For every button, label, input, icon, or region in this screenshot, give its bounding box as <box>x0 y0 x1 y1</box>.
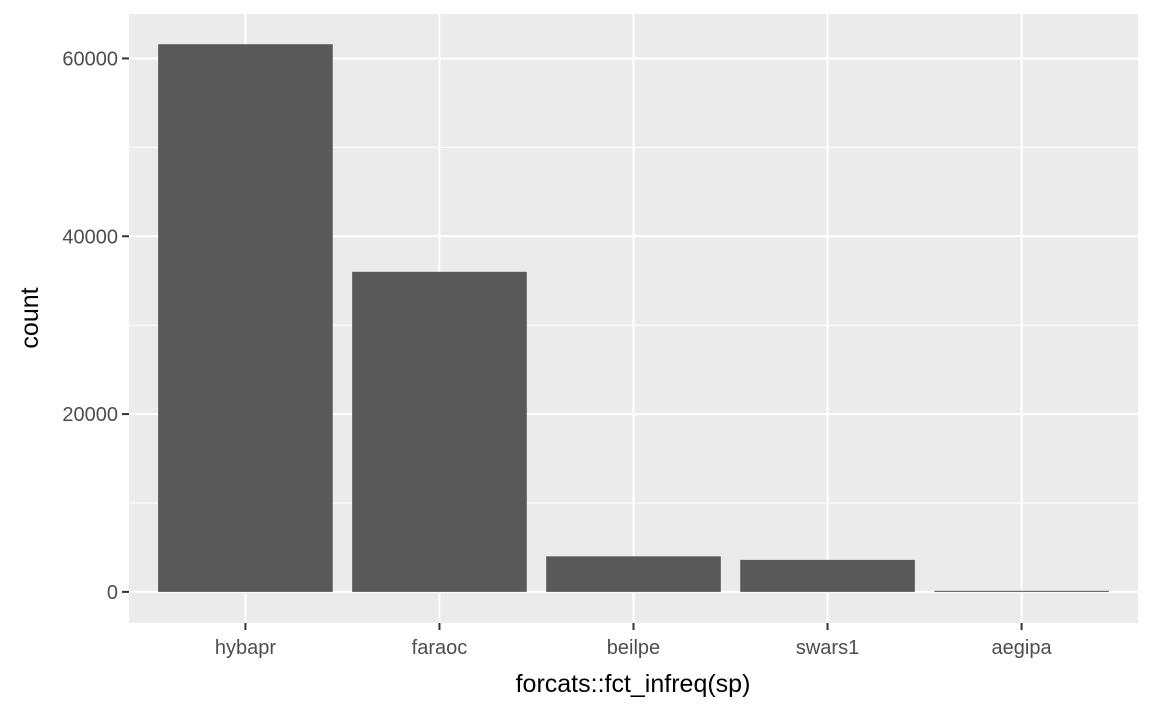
bars <box>158 44 1109 592</box>
y-tick-label: 60000 <box>62 48 118 70</box>
y-axis-ticks <box>122 57 129 593</box>
x-tick-label-hybapr: hybapr <box>215 637 276 659</box>
x-tick-label-aegipa: aegipa <box>992 637 1053 659</box>
y-axis-title: count <box>16 287 44 348</box>
x-tick-label-beilpe: beilpe <box>607 637 660 659</box>
x-tick-label-swars1: swars1 <box>796 637 859 659</box>
x-axis-ticks <box>244 623 1023 630</box>
bar-aegipa <box>934 590 1109 592</box>
bar-beilpe <box>546 556 721 592</box>
bar-swars1 <box>740 559 915 592</box>
bar-faraoc <box>352 271 527 592</box>
y-tick-label: 40000 <box>62 226 118 248</box>
y-tick-label: 20000 <box>62 404 118 426</box>
x-axis-tick-labels: hybapr faraoc beilpe swars1 aegipa <box>215 637 1053 659</box>
y-axis-tick-labels: 0 20000 40000 60000 <box>62 48 118 603</box>
y-tick-label: 0 <box>107 582 118 604</box>
bar-hybapr <box>158 44 333 592</box>
x-axis-title: forcats::fct_infreq(sp) <box>516 670 751 698</box>
x-tick-label-faraoc: faraoc <box>412 637 468 659</box>
